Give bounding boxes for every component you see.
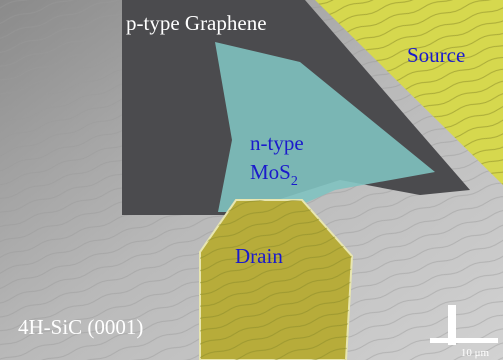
source-label: Source [407,43,465,67]
graphene-label: p-type Graphene [126,11,267,35]
scale-label: 10 μm [461,347,490,359]
mos2-base: MoS [250,160,291,184]
scale-line [430,338,498,343]
mos2-subscript: 2 [291,174,298,189]
micrograph: p-type Graphene Source n-type MoS2 Drain… [0,0,503,360]
ntype-label: n-type [250,131,304,155]
substrate-label: 4H-SiC (0001) [18,315,143,339]
drain-label: Drain [235,244,283,268]
